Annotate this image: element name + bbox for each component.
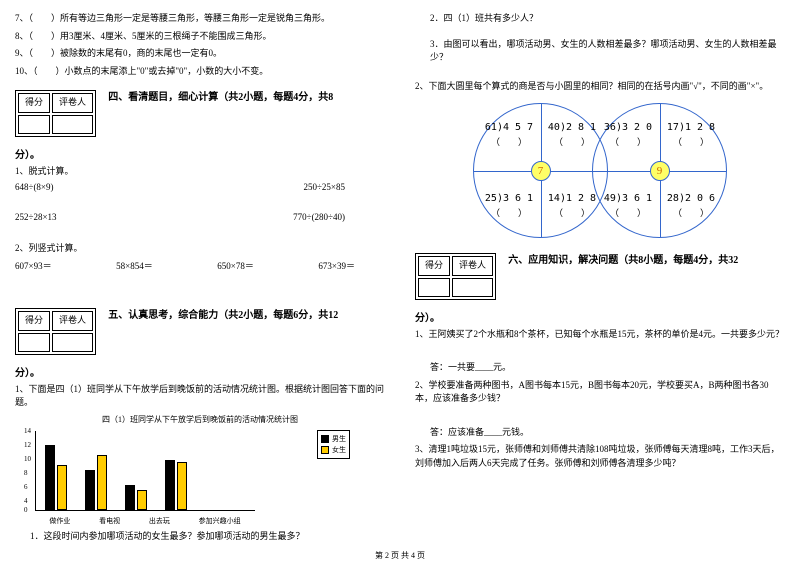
s6q2: 2、学校要准备两种图书，A图书每本15元，B图书每本20元，学校要买A，B两种图…	[415, 379, 785, 406]
calc3c: 650×78＝	[217, 260, 254, 274]
ans2: 答：应该准备____元钱。	[430, 426, 785, 440]
bar-group	[164, 460, 188, 510]
s5q1: 1、下面是四（1）班同学从下午放学后到晚饭前的活动情况统计图。根据统计图回答下面…	[15, 383, 385, 410]
calc3a: 607×93＝	[15, 260, 52, 274]
section4-fen: 分）。	[15, 150, 40, 161]
circles-diagram: 7 61)4 5 7（ ） 40)2 8 1（ ） 25)3 6 1（ ） 14…	[415, 103, 785, 238]
score-label: 得分	[18, 93, 50, 113]
q8: 8、（ ）用3厘米、4厘米、5厘米的三根绳子不能围成三角形。	[15, 30, 385, 44]
section5-fen: 分）。	[15, 368, 40, 379]
s4q2: 2、列竖式计算。	[15, 242, 385, 256]
circle-center-7: 7	[531, 161, 551, 181]
page-footer: 第 2 页 共 4 页	[0, 550, 800, 561]
q9: 9、（ ）被除数的末尾有0，商的末尾也一定有0。	[15, 47, 385, 61]
section6-fen: 分）。	[415, 313, 440, 324]
s6q3: 3、清理1吨垃圾15元，张师傅和刘师傅共清除108吨垃圾，张师傅每天清理8吨，工…	[415, 443, 785, 470]
bar-group	[124, 485, 148, 510]
section6-title: 六、应用知识，解决问题（共8小题，每题4分，共32	[508, 255, 738, 266]
score-table2: 得分 评卷人	[15, 308, 96, 355]
circle-right: 9 36)3 2 0（ ） 17)1 2 8（ ） 49)3 6 1（ ） 28…	[592, 103, 727, 238]
section4-title: 四、看清题目，细心计算（共2小题，每题4分，共8	[108, 92, 333, 103]
s5q2: 2、下面大圆里每个算式的商是否与小圆里的相同？相同的在括号内画"√"，不同的画"…	[415, 80, 785, 94]
score-table3: 得分 评卷人	[415, 253, 496, 300]
s5q1sub: 1．这段时间内参加哪项活动的女生最多？参加哪项活动的男生最多？	[30, 530, 385, 544]
calc2a: 252÷28×13	[15, 212, 57, 222]
calc1b: 250÷25×85	[303, 182, 345, 192]
calc3b: 58×854＝	[116, 260, 153, 274]
section5-title: 五、认真思考，综合能力（共2小题，每题6分，共12	[108, 310, 338, 321]
rq3: 3．由图可以看出，哪项活动男、女生的人数相差最多？哪项活动男、女生的人数相差最少…	[430, 38, 785, 65]
q7: 7、（ ）所有等边三角形一定是等腰三角形，等腰三角形一定是锐角三角形。	[15, 12, 385, 26]
circle-center-9: 9	[650, 161, 670, 181]
s4q1: 1、脱式计算。	[15, 165, 385, 179]
calc3d: 673×39＝	[318, 260, 355, 274]
chart-legend: 男生 女生	[317, 430, 350, 459]
ans1: 答：一共要____元。	[430, 361, 785, 375]
chart-x-labels: 做作业 看电视 出去玩 参加兴趣小组	[35, 516, 255, 526]
calc2b: 770÷(280÷40)	[293, 212, 345, 222]
q10: 10、（ ）小数点的末尾添上"0"或去掉"0"，小数的大小不变。	[15, 65, 385, 79]
rq2: 2．四（1）班共有多少人？	[430, 12, 785, 26]
bar-group	[44, 445, 68, 510]
score-table: 得分 评卷人	[15, 90, 96, 137]
bar-group	[84, 455, 108, 510]
calc1a: 648÷(8×9)	[15, 182, 54, 192]
grader-label: 评卷人	[52, 93, 93, 113]
chart-title: 四（1）班同学从下午放学后到晚饭前的活动情况统计图	[15, 414, 385, 426]
bar-chart: 14 12 10 8 6 4 0	[35, 431, 255, 511]
s6q1: 1、王阿姨买了2个水瓶和8个茶杯，已知每个水瓶是15元，茶杯的单价是4元。一共要…	[415, 328, 785, 342]
circle-left: 7 61)4 5 7（ ） 40)2 8 1（ ） 25)3 6 1（ ） 14…	[473, 103, 608, 238]
